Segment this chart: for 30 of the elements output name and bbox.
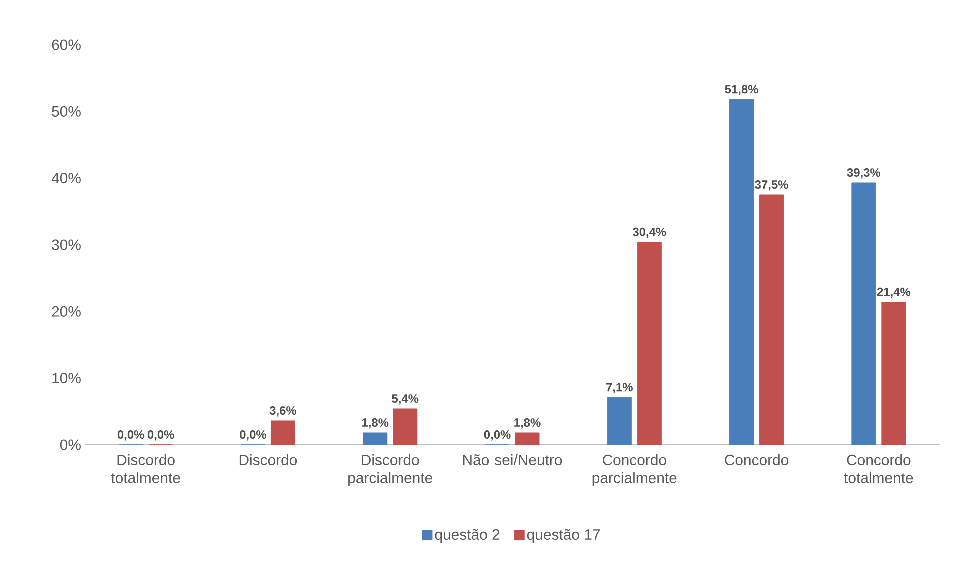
data-label: 0,0%	[148, 430, 174, 441]
data-label: 0,0%	[240, 430, 267, 441]
data-label: 5,4%	[392, 394, 419, 405]
data-label: 0,0%	[484, 430, 511, 441]
data-label: 3,6%	[270, 406, 297, 417]
data-label: 30,4%	[632, 228, 666, 238]
y-tick-label: 60%	[52, 40, 81, 50]
data-label: 1,8%	[514, 418, 541, 429]
x-tick-label: Não sei/Neutro	[463, 454, 562, 466]
data-label: 39,3%	[847, 168, 881, 179]
x-tick-label: Concordo totalmente	[844, 454, 914, 484]
y-tick-label: 20%	[52, 306, 81, 317]
x-tick-label: Discordo parcialmente	[348, 454, 432, 486]
data-label: 37,5%	[755, 180, 788, 191]
x-tick-label: Discordo totalmente	[111, 454, 180, 484]
y-tick-label: 50%	[52, 106, 81, 117]
x-tick-label: Concordo parcialmente	[592, 454, 677, 486]
legend-label: questão 2	[435, 529, 500, 543]
y-tick-label: 10%	[52, 373, 81, 384]
y-tick-label: 40%	[52, 173, 81, 184]
y-tick-label: 0%	[60, 440, 81, 450]
data-label: 0,0%	[118, 430, 144, 441]
x-tick-label: Concordo	[725, 454, 789, 466]
data-label: 7,1%	[606, 383, 633, 394]
data-label: 1,8%	[362, 418, 389, 429]
data-label: 51,8%	[725, 85, 758, 96]
x-tick-label: Discordo	[240, 454, 298, 466]
data-label: 21,4%	[877, 288, 911, 298]
legend-label: questão 17	[527, 529, 600, 543]
y-tick-label: 30%	[52, 240, 81, 250]
